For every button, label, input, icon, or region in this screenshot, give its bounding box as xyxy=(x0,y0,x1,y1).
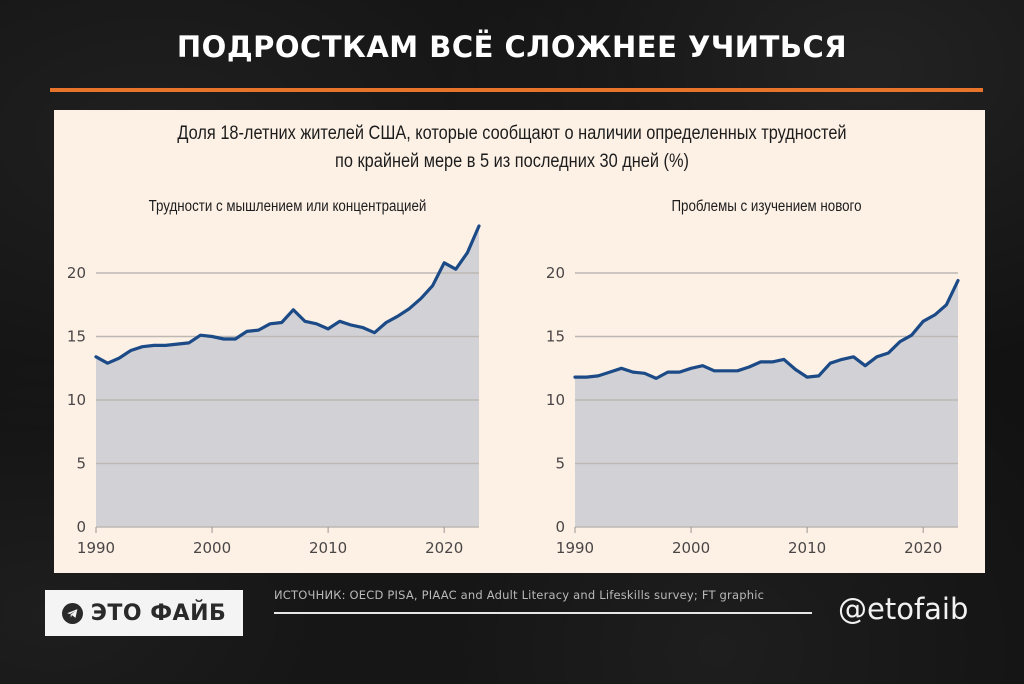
x-tick-label: 2010 xyxy=(788,539,826,557)
data-line xyxy=(94,224,481,365)
chart-title: Доля 18-летних жителей США, которые сооб… xyxy=(72,120,953,176)
right-chart-subtitle: Проблемы с изучением нового xyxy=(671,198,862,215)
y-tick-label: 0 xyxy=(76,518,86,536)
x-tick-label: 2000 xyxy=(672,539,710,557)
y-tick-label: 15 xyxy=(546,328,565,346)
y-tick-label: 20 xyxy=(546,264,565,282)
y-tick-label: 20 xyxy=(67,264,86,282)
x-tick-label: 1990 xyxy=(556,539,594,557)
left-chart: 0 5 10 15 20 1990 2000 2010 2020 xyxy=(67,224,481,557)
source-note: ИСТОЧНИК: OECD PISA, PIAAC and Adult Lit… xyxy=(274,588,765,602)
area-fill xyxy=(575,280,958,527)
x-tick-label: 1990 xyxy=(77,539,115,557)
telegram-icon xyxy=(61,602,83,624)
source-divider xyxy=(274,612,812,614)
x-tick-label: 2000 xyxy=(193,539,231,557)
social-handle[interactable]: @etofaib xyxy=(838,592,969,626)
y-tick-label: 5 xyxy=(555,455,565,473)
x-tick-label: 2020 xyxy=(904,539,942,557)
area-fill xyxy=(96,226,479,527)
x-tick-label: 2020 xyxy=(425,539,463,557)
chart-title-line-2: по крайней мере в 5 из последних 30 дней… xyxy=(335,151,689,172)
page-title: ПОДРОСТКАМ ВСЁ СЛОЖНЕЕ УЧИТЬСЯ xyxy=(176,30,848,64)
y-tick-label: 10 xyxy=(546,391,565,409)
left-chart-subtitle: Трудности с мышлением или концентрацией xyxy=(148,198,427,215)
right-chart: 0 5 10 15 20 1990 2000 2010 2020 xyxy=(546,264,960,557)
x-tick-label: 2010 xyxy=(309,539,347,557)
y-tick-label: 15 xyxy=(67,328,86,346)
data-line xyxy=(573,279,960,380)
y-tick-label: 10 xyxy=(67,391,86,409)
brand-name: ЭТО ФАЙБ xyxy=(90,600,227,626)
accent-divider xyxy=(50,88,983,92)
chart-title-line-1: Доля 18-летних жителей США, которые сооб… xyxy=(177,123,847,144)
y-tick-label: 0 xyxy=(555,518,565,536)
brand-badge[interactable]: ЭТО ФАЙБ xyxy=(45,590,243,636)
y-tick-label: 5 xyxy=(76,455,86,473)
